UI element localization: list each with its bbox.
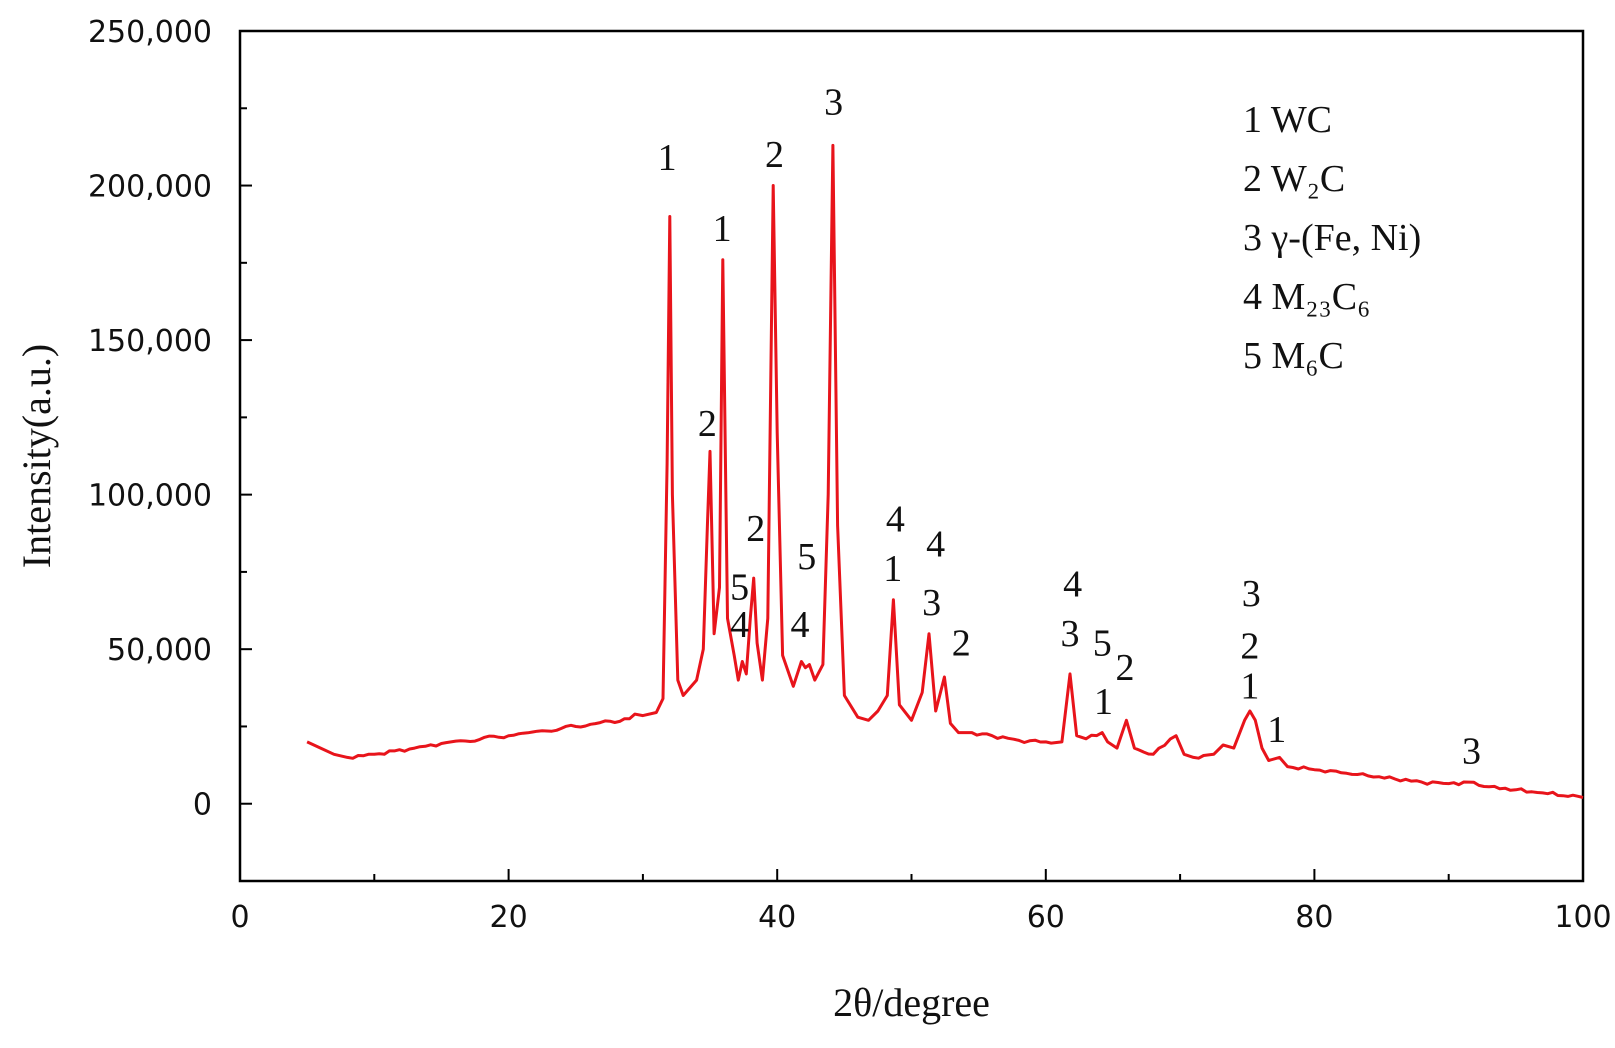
peak-label: 1 [883,548,902,590]
peak-label: 4 [791,604,810,646]
peak-label: 2 [698,403,717,445]
chart-series [306,143,1584,799]
chart-ticks: 0 20 40 60 80 100 0 50,000 100,000 150,000 200,000… [88,15,1612,935]
legend-entry: 1 WC [1243,99,1332,141]
peak-label: 3 [922,582,941,624]
chart-axes [238,29,1585,883]
peak-label: 4 [1063,564,1082,606]
peak-label: 1 [713,208,732,250]
peak-label: 5 [797,536,816,578]
peak-label: 3 [1462,731,1481,773]
peak-label: 3 [1242,573,1261,615]
y-tick-label: 200,000 [88,170,212,205]
y-tick-label: 150,000 [88,324,212,359]
peak-label: 2 [746,508,765,550]
x-tick-label: 60 [1027,900,1065,935]
legend-entry: 2 W₂C [1243,158,1345,200]
peak-label: 2 [1240,625,1259,667]
peak-label: 5 [1093,622,1112,664]
peak-label: 2 [765,134,784,176]
y-axis-title: Intensity(a.u.) [14,344,59,568]
x-axis-title: 2θ/degree [833,980,990,1025]
y-tick-label: 50,000 [107,633,212,668]
x-tick-label: 20 [490,900,528,935]
y-tick-label: 250,000 [88,15,212,50]
legend-entry: 3 γ-(Fe, Ni) [1243,217,1421,259]
peak-label: 4 [730,604,749,646]
peak-label: 3 [1060,613,1079,655]
peak-label: 5 [730,567,749,609]
series-line [306,143,1584,799]
peak-label: 2 [1116,647,1135,689]
peak-label: 4 [886,499,905,541]
peak-label: 4 [926,523,945,565]
peak-label: 1 [658,137,677,179]
peak-label: 2 [952,622,971,664]
x-tick-label: 80 [1295,900,1333,935]
peak-label: 1 [1094,681,1113,723]
peak-label: 3 [824,81,843,123]
peak-label: 1 [1267,709,1286,751]
x-tick-label: 0 [230,900,249,935]
peak-label: 1 [1240,666,1259,708]
x-tick-label: 100 [1554,900,1611,935]
legend-entry: 4 M₂₃C₆ [1243,276,1370,318]
chart-legend: 1 WC 2 W₂C 3 γ-(Fe, Ni) 4 M₂₃C₆ 5 M₆C [1243,99,1421,377]
legend-entry: 5 M₆C [1243,335,1344,377]
y-tick-label: 100,000 [88,479,212,514]
y-tick-label: 0 [193,788,212,823]
x-tick-label: 40 [758,900,796,935]
plot-frame [238,29,1585,883]
